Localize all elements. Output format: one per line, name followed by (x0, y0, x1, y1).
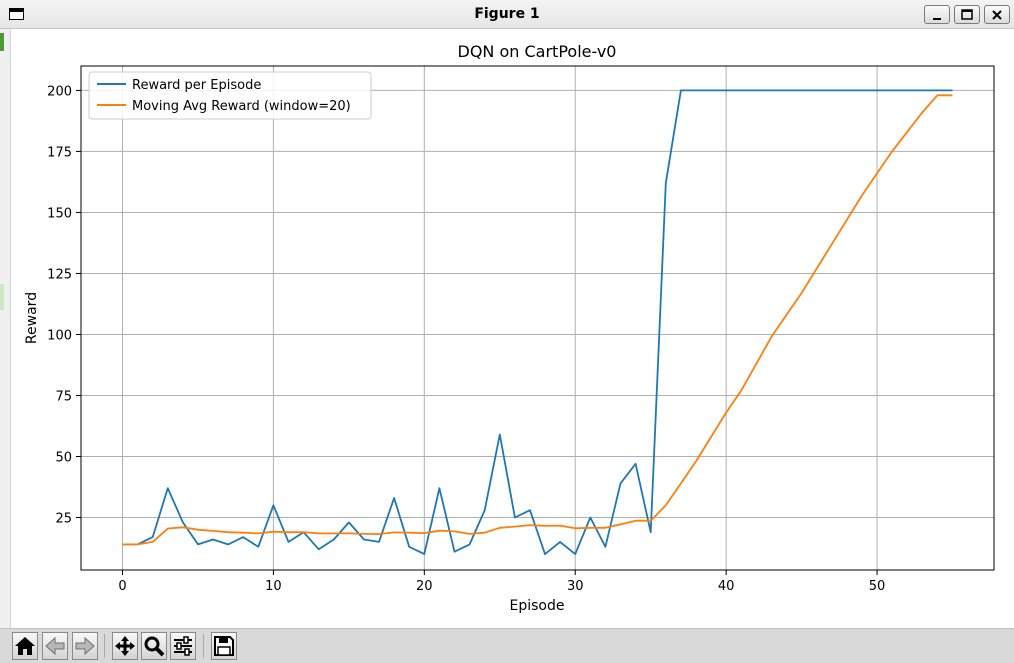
y-tick-label: 75 (55, 389, 72, 404)
chart-legend: Reward per Episode Moving Avg Reward (wi… (88, 71, 372, 120)
background-accent (0, 33, 4, 51)
minimize-button[interactable] (924, 5, 950, 24)
x-tick-label: 0 (118, 579, 126, 594)
legend-box (88, 71, 372, 120)
home-button[interactable] (12, 632, 38, 660)
legend-label-reward: Reward per Episode (132, 78, 261, 93)
moving-avg-reward-line (122, 94, 953, 546)
line-chart: DQN on CartPole-v0 0 10 20 30 40 50 25 50 75 100 1… (24, 42, 995, 614)
toolbar-separator (203, 634, 204, 658)
x-tick-label: 40 (718, 579, 735, 594)
y-tick-label: 100 (47, 328, 72, 343)
reward-per-episode-line (122, 89, 953, 555)
navigation-toolbar (0, 628, 1014, 663)
zoom-icon (144, 636, 165, 657)
back-button[interactable] (42, 632, 68, 660)
pan-button[interactable] (112, 632, 138, 660)
y-axis-label: Reward (24, 292, 40, 344)
window-app-icon (9, 8, 24, 20)
plot-frame (80, 65, 995, 571)
pan-icon (115, 636, 135, 656)
save-icon (214, 636, 234, 656)
forward-icon (75, 636, 95, 656)
y-tick-label: 175 (47, 145, 72, 160)
maximize-button[interactable] (954, 5, 980, 24)
x-tick-label: 20 (416, 579, 433, 594)
zoom-button[interactable] (141, 632, 167, 660)
maximize-icon (961, 8, 973, 20)
back-icon (45, 636, 65, 656)
x-tick-label: 50 (869, 579, 886, 594)
close-button[interactable] (984, 5, 1010, 24)
minimize-icon (933, 17, 941, 20)
toolbar-separator (104, 634, 105, 658)
forward-button[interactable] (72, 632, 98, 660)
home-icon (15, 637, 35, 655)
x-tick-label: 10 (265, 579, 282, 594)
subplots-icon (174, 636, 192, 656)
x-tick-label: 30 (567, 579, 584, 594)
figure-canvas[interactable]: DQN on CartPole-v0 0 10 20 30 40 50 25 50 75 100 1… (11, 29, 1010, 627)
y-tick-label: 50 (55, 451, 72, 466)
axis-ticks: 0 10 20 30 40 50 25 50 75 100 125 150 175 200 (47, 84, 885, 594)
save-button[interactable] (211, 632, 237, 660)
close-icon (992, 9, 1002, 20)
y-tick-label: 125 (47, 267, 72, 282)
y-tick-label: 25 (55, 512, 72, 527)
background-window-edge (0, 29, 11, 629)
window-title: Figure 1 (474, 6, 540, 22)
chart-title: DQN on CartPole-v0 (458, 42, 617, 61)
background-accent (0, 284, 4, 310)
y-tick-label: 200 (47, 84, 72, 99)
y-tick-label: 150 (47, 206, 72, 221)
legend-label-moving-avg: Moving Avg Reward (window=20) (132, 99, 351, 114)
series-layer (122, 89, 953, 555)
subplots-button[interactable] (170, 632, 196, 660)
grid-lines (81, 66, 994, 570)
window-titlebar: Figure 1 (0, 0, 1014, 29)
x-axis-label: Episode (510, 598, 565, 614)
